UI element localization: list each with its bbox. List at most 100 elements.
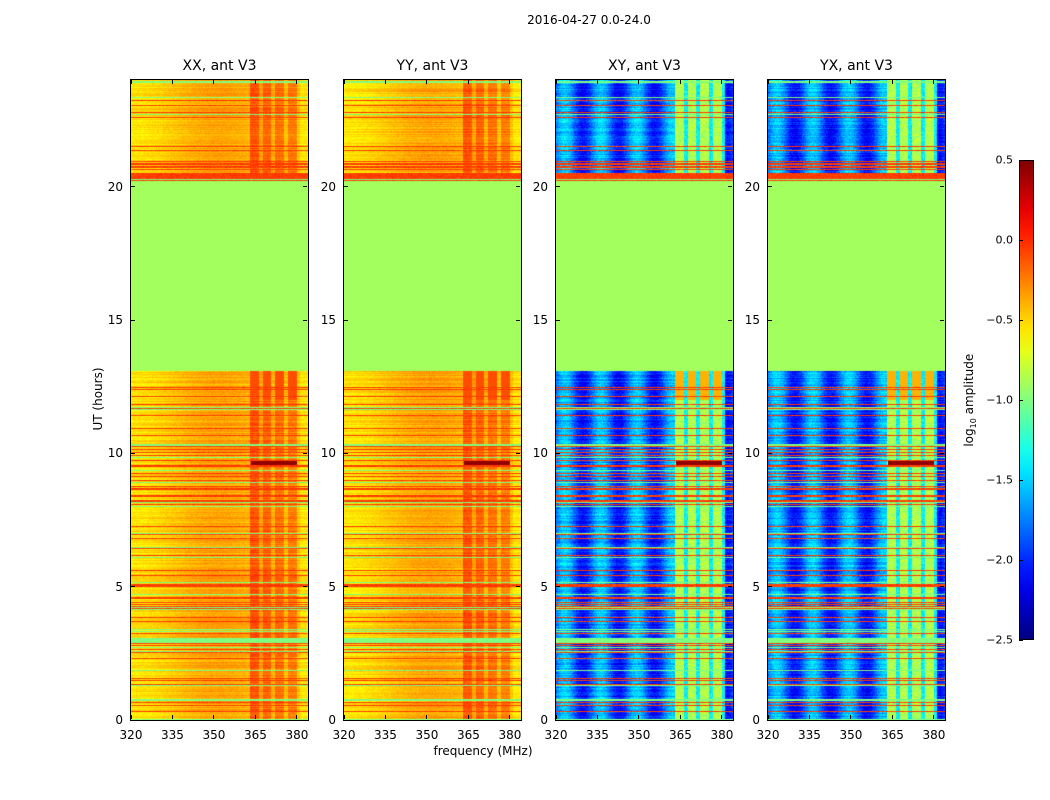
y-tick-label: 10 (744, 446, 760, 461)
y-tick-label: 0 (540, 713, 548, 727)
y-tick (556, 186, 560, 188)
colorbar-tick (1019, 159, 1023, 161)
colorbar-tick (1019, 639, 1023, 641)
x-tick (638, 715, 640, 719)
y-tick (940, 186, 944, 188)
x-tick-label: 365 (881, 728, 904, 742)
y-tick-label: 15 (107, 313, 123, 327)
colorbar-tick-label: −1.0 (986, 393, 1013, 407)
y-tick (728, 319, 732, 321)
y-tick (556, 586, 560, 588)
y-tick (344, 452, 348, 454)
x-tick-label: 320 (119, 728, 143, 742)
y-tick (728, 186, 732, 188)
y-tick (516, 719, 520, 721)
y-axis-label: UT (hours) (91, 367, 105, 431)
heatmap (344, 80, 521, 720)
panel-yx: YX, ant V3 0 5 10 15 20 320 335 350 365 380 (745, 58, 946, 742)
x-tick (296, 80, 298, 84)
x-tick (343, 80, 345, 84)
x-tick (509, 80, 511, 84)
y-tick-label: 5 (328, 579, 336, 594)
x-tick (555, 715, 557, 719)
x-tick (850, 715, 852, 719)
x-tick (343, 715, 345, 719)
colorbar-tick-label: −0.5 (986, 313, 1013, 327)
y-tick (303, 586, 307, 588)
colorbar-label-suffix: amplitude (961, 353, 976, 419)
y-tick (344, 719, 348, 721)
y-tick (516, 319, 520, 321)
y-tick (556, 452, 560, 454)
y-tick (131, 452, 135, 454)
x-tick (171, 715, 173, 719)
y-tick (344, 319, 348, 321)
x-tick (767, 80, 769, 84)
x-tick (171, 80, 173, 84)
y-tick-label: 20 (320, 179, 336, 194)
colorbar-tick-label: −2.0 (986, 553, 1013, 567)
y-tick (940, 319, 944, 321)
y-tick (516, 452, 520, 454)
colorbar-tick (1019, 239, 1023, 241)
y-tick-label: 20 (107, 179, 123, 194)
y-tick (131, 319, 135, 321)
y-tick (940, 719, 944, 721)
y-tick-label: 5 (752, 579, 760, 594)
y-tick (303, 719, 307, 721)
y-tick-label: 15 (532, 313, 548, 327)
y-tick (768, 719, 772, 721)
x-tick-label: 335 (374, 728, 397, 742)
y-tick-label: 5 (540, 579, 548, 594)
panel-title: YY, ant V3 (396, 58, 469, 74)
figure-title: 2016-04-27 0.0-24.0 (527, 13, 651, 27)
colorbar-tick-label: 0.5 (995, 153, 1014, 167)
x-tick (384, 80, 386, 84)
y-tick-label: 10 (320, 446, 336, 461)
colorbar-label-sub: 10 (969, 418, 979, 429)
y-tick (516, 586, 520, 588)
y-tick (728, 719, 732, 721)
x-tick-label: 365 (669, 728, 692, 742)
x-tick-label: 320 (544, 728, 568, 742)
x-tick (130, 715, 132, 719)
x-tick-label: 380 (922, 728, 946, 742)
x-tick (555, 80, 557, 84)
colorbar-tick (1019, 559, 1023, 561)
y-tick-label: 15 (320, 313, 336, 327)
x-tick (130, 80, 132, 84)
y-tick (768, 319, 772, 321)
x-tick-label: 350 (627, 728, 651, 742)
heatmap (556, 80, 733, 720)
x-axis-label: frequency (MHz) (433, 744, 533, 758)
y-tick (728, 586, 732, 588)
x-tick (721, 715, 723, 719)
y-tick-label: 5 (115, 579, 123, 594)
panel-title: YX, ant V3 (820, 58, 893, 74)
y-tick (303, 186, 307, 188)
y-tick (768, 452, 772, 454)
x-tick (384, 715, 386, 719)
y-tick-label: 10 (107, 446, 123, 461)
x-tick (891, 715, 893, 719)
panel-xx: XX, ant V3 0 5 10 15 20 320 335 350 365 380 (108, 58, 309, 742)
y-tick (940, 452, 944, 454)
y-tick-label: 0 (328, 713, 336, 727)
x-tick-label: 380 (285, 728, 309, 742)
panel-yy: YY, ant V3 0 5 10 15 20 320 335 350 365 380 (321, 58, 522, 742)
y-tick (768, 186, 772, 188)
y-tick-label: 15 (744, 313, 760, 327)
colorbar-label: log10 amplitude (962, 340, 978, 460)
y-tick (556, 719, 560, 721)
y-tick (344, 186, 348, 188)
x-tick (933, 715, 935, 719)
y-tick (516, 186, 520, 188)
colorbar-tick-label: 0.0 (995, 233, 1014, 247)
x-tick (426, 80, 428, 84)
colorbar-label-log: log (961, 428, 976, 447)
x-tick (638, 80, 640, 84)
y-tick (556, 319, 560, 321)
x-tick (933, 80, 935, 84)
colorbar-tick (1019, 319, 1023, 321)
heatmap (131, 80, 308, 720)
